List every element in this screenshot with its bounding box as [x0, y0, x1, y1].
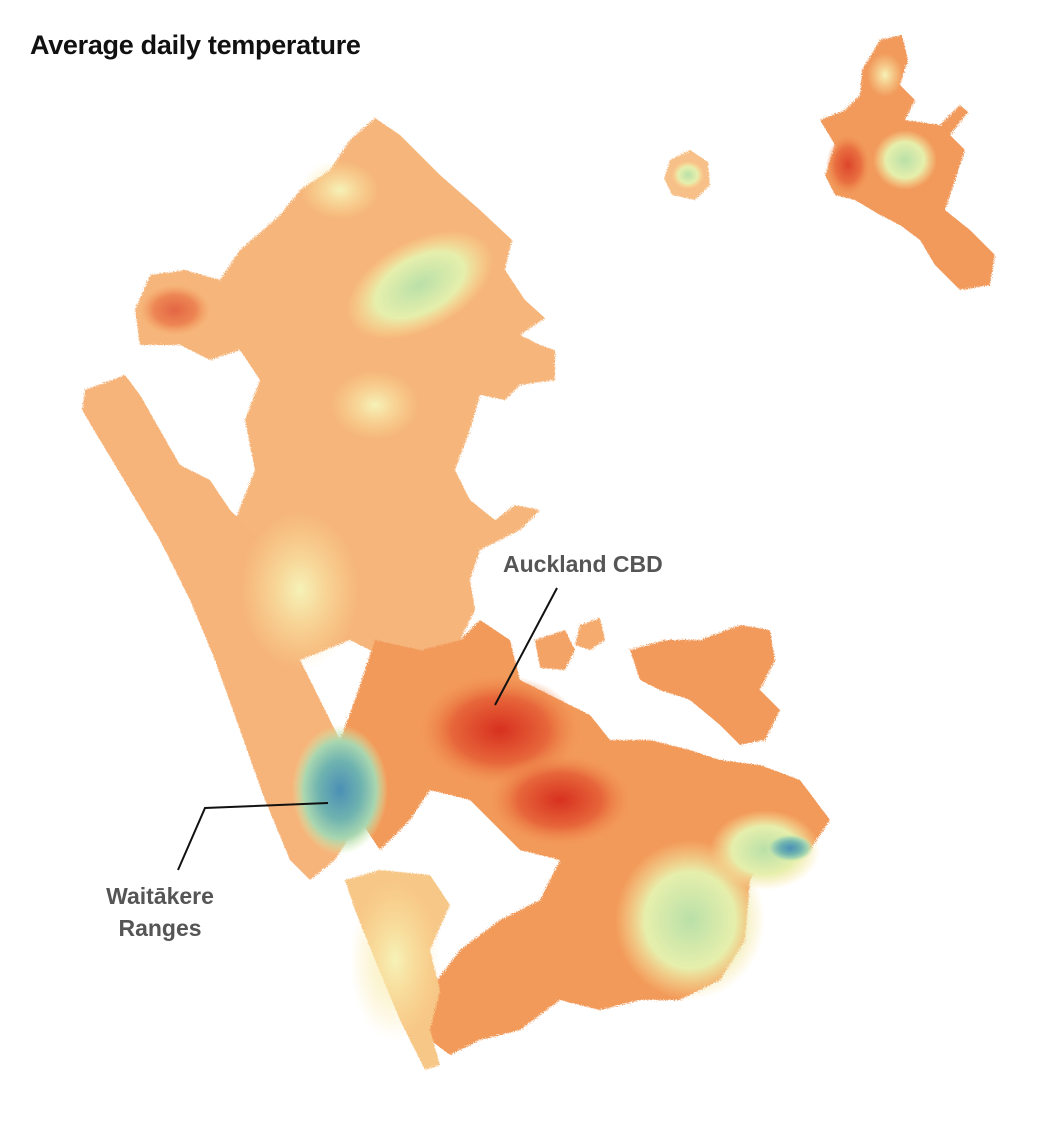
cool-zone-hunua-coast	[710, 810, 820, 890]
waitakere-ranges-label: Waitākere Ranges	[80, 880, 240, 944]
waitakere-leader-line	[177, 802, 329, 871]
island-motutapu	[525, 345, 555, 380]
temperature-overlays	[140, 53, 937, 1040]
hot-zone-great-barrier-west	[826, 135, 870, 195]
cool-zone-north-coast	[300, 160, 380, 220]
cool-zone-north-hills	[346, 230, 494, 340]
cool-zone-south-coast	[350, 880, 440, 1040]
cool-zone-hunua	[615, 840, 765, 1000]
cool-zone-central-north	[330, 370, 420, 440]
island-waiheke-west	[535, 630, 575, 670]
hot-zone-east-suburbs	[490, 755, 630, 845]
cold-zone-hunua-peak	[766, 834, 814, 862]
land-west-coast	[82, 375, 360, 880]
cool-zone-west-valley	[240, 510, 360, 670]
waitakere-label-line1: Waitākere	[106, 883, 214, 909]
cool-zone-waitakere	[292, 725, 388, 855]
land-east-peninsula	[630, 625, 780, 745]
waitakere-label-line2: Ranges	[118, 915, 202, 941]
hot-zone-northwest	[140, 285, 210, 335]
cool-zone-little-barrier	[672, 161, 704, 189]
cool-zone-great-barrier	[873, 130, 937, 190]
cbd-leader-line	[494, 587, 558, 706]
cool-zone-great-barrier-north	[867, 53, 903, 97]
auckland-cbd-label: Auckland CBD	[503, 551, 663, 577]
map-title: Average daily temperature	[30, 30, 361, 60]
island-rangitoto	[575, 618, 605, 650]
